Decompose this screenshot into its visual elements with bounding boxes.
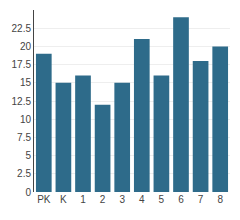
- svg-text:2.5: 2.5: [17, 168, 31, 179]
- svg-text:0: 0: [25, 187, 31, 198]
- svg-text:3: 3: [119, 194, 125, 205]
- svg-text:17.5: 17.5: [12, 59, 32, 70]
- svg-text:22.5: 22.5: [12, 23, 32, 34]
- svg-text:12.5: 12.5: [12, 96, 32, 107]
- svg-text:20: 20: [20, 41, 32, 52]
- svg-text:5: 5: [25, 150, 31, 161]
- svg-text:8: 8: [217, 194, 223, 205]
- svg-text:7: 7: [198, 194, 204, 205]
- svg-text:7.5: 7.5: [17, 132, 31, 143]
- svg-text:4: 4: [139, 194, 145, 205]
- svg-text:1: 1: [80, 194, 86, 205]
- svg-text:15: 15: [20, 77, 32, 88]
- svg-text:2: 2: [100, 194, 106, 205]
- svg-text:PK: PK: [37, 194, 51, 205]
- svg-text:10: 10: [20, 114, 32, 125]
- svg-text:K: K: [60, 194, 67, 205]
- svg-text:5: 5: [159, 194, 165, 205]
- svg-text:6: 6: [178, 194, 184, 205]
